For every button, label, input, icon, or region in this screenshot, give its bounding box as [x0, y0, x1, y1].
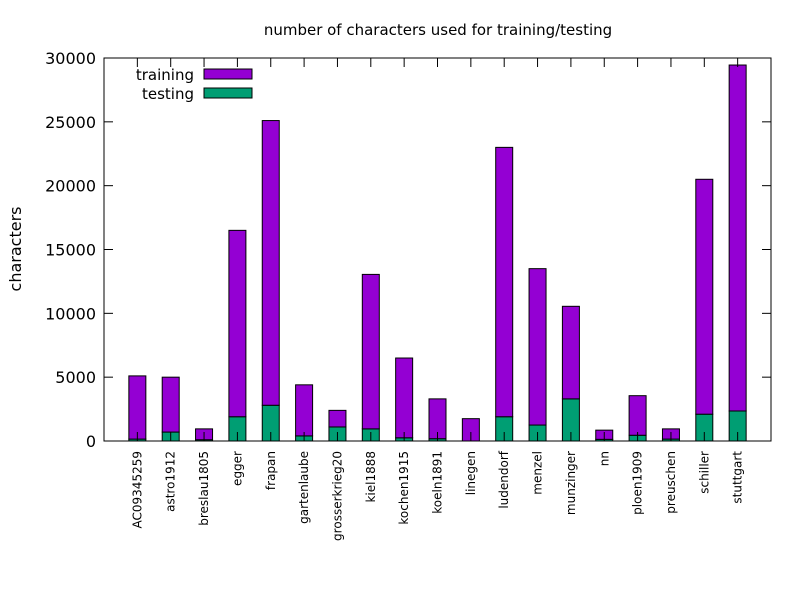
- x-category-label: preuschen: [664, 451, 678, 514]
- bar-training-egger: [228, 229, 247, 418]
- bar-training-grosserkrieg20: [328, 409, 347, 428]
- bar-training-AC09345259: [128, 375, 147, 440]
- x-category-label: linegen: [464, 451, 478, 495]
- x-category-label: egger: [230, 451, 244, 486]
- bar-training-ploen1909: [628, 395, 647, 436]
- bar-training-astro1912: [161, 376, 180, 433]
- x-category-label: koeln1891: [431, 451, 445, 514]
- plot-frame: [103, 57, 772, 442]
- y-tick-label: 15000: [45, 241, 96, 260]
- legend-label-training: training: [136, 66, 194, 84]
- x-category-label: kochen1915: [397, 451, 411, 525]
- legend-swatch-training: [203, 68, 253, 80]
- x-category-label: munzinger: [564, 451, 578, 515]
- bar-training-frapan: [261, 120, 280, 406]
- x-category-label: ludendorf: [497, 450, 511, 508]
- x-category-label: kiel1888: [364, 451, 378, 503]
- y-tick-label: 30000: [45, 49, 96, 68]
- y-tick-label: 5000: [55, 368, 96, 387]
- y-tick-label: 0: [86, 432, 96, 451]
- x-category-label: nn: [597, 451, 611, 466]
- x-category-label: astro1912: [164, 451, 178, 512]
- x-category-label: grosserkrieg20: [330, 451, 344, 541]
- x-category-label: breslau1805: [197, 451, 211, 526]
- chart-title: number of characters used for training/t…: [264, 21, 612, 39]
- x-category-label: frapan: [264, 451, 278, 490]
- x-category-label: schiller: [697, 451, 711, 494]
- bar-training-menzel: [528, 268, 547, 426]
- y-tick-label: 20000: [45, 177, 96, 196]
- y-tick-label: 25000: [45, 113, 96, 132]
- x-category-label: AC09345259: [130, 451, 144, 528]
- x-category-label: ploen1909: [631, 451, 645, 515]
- y-tick-label: 10000: [45, 304, 96, 323]
- bar-training-kiel1888: [361, 273, 380, 430]
- x-category-label: menzel: [531, 451, 545, 495]
- y-axis-label: characters: [6, 207, 25, 292]
- bar-training-stuttgart: [728, 64, 747, 412]
- legend-swatch-testing: [203, 87, 253, 99]
- x-category-label: gartenlaube: [297, 451, 311, 524]
- bar-training-munzinger: [561, 305, 580, 400]
- plot-area: 0 5000 10000 15000 20000 25000 30000 AC09345259…: [45, 49, 772, 541]
- x-category-label: stuttgart: [731, 451, 745, 504]
- bar-training-ludendorf: [495, 146, 514, 418]
- bar-training-kochen1915: [395, 357, 414, 439]
- bar-training-schiller: [695, 178, 714, 415]
- legend-label-testing: testing: [142, 85, 194, 103]
- bar-training-gartenlaube: [295, 384, 314, 437]
